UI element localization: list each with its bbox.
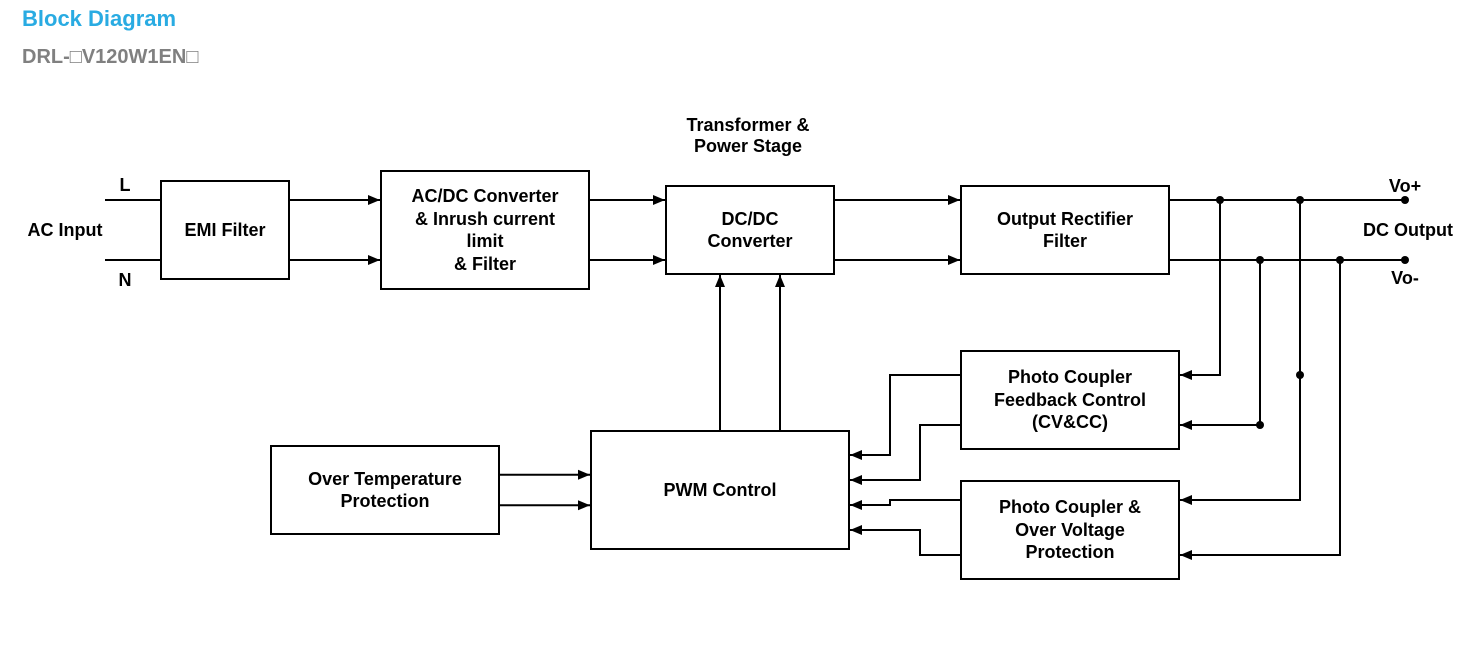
- label-vo-plus: Vo+: [1380, 176, 1430, 197]
- page-title: Block Diagram: [22, 6, 176, 32]
- block-emi-filter: EMI Filter: [160, 180, 290, 280]
- label-vo-minus: Vo-: [1380, 268, 1430, 289]
- block-over-voltage-prot: Photo Coupler & Over Voltage Protection: [960, 480, 1180, 580]
- block-over-temp-prot: Over Temperature Protection: [270, 445, 500, 535]
- block-feedback-control: Photo Coupler Feedback Control (CV&CC): [960, 350, 1180, 450]
- wiring-svg: [0, 0, 1459, 662]
- block-diagram-page: Block Diagram DRL-□V120W1EN□ AC Input L …: [0, 0, 1459, 662]
- block-dcdc-converter: DC/DC Converter: [665, 185, 835, 275]
- block-output-rectifier: Output Rectifier Filter: [960, 185, 1170, 275]
- label-dc-output: DC Output: [1358, 220, 1458, 241]
- block-pwm-control: PWM Control: [590, 430, 850, 550]
- label-line-L: L: [115, 175, 135, 196]
- label-neutral-N: N: [115, 270, 135, 291]
- block-acdc-converter: AC/DC Converter & Inrush current limit &…: [380, 170, 590, 290]
- label-ac-input: AC Input: [20, 220, 110, 241]
- label-transformer: Transformer & Power Stage: [618, 115, 878, 157]
- page-subtitle: DRL-□V120W1EN□: [22, 46, 198, 69]
